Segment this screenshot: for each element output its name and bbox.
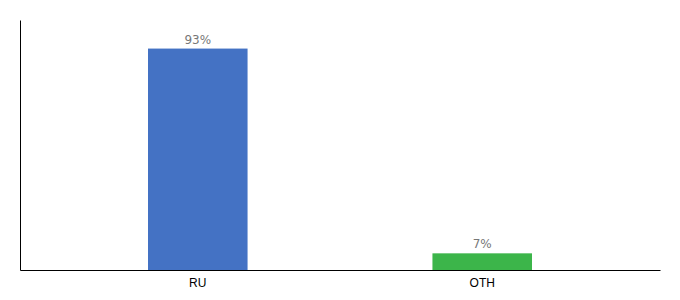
data-label: 7% (473, 237, 492, 251)
x-tick-label: RU (189, 276, 206, 290)
bars (148, 49, 532, 270)
chart: RU OTH 93% 7% (0, 0, 680, 300)
x-axis: RU OTH (21, 271, 661, 290)
x-tick-label: OTH (470, 276, 495, 290)
y-axis-line (20, 21, 21, 271)
bar (148, 49, 248, 270)
bar (432, 253, 532, 270)
data-labels: 93% 7% (184, 33, 491, 252)
data-label: 93% (184, 33, 211, 47)
plot: RU OTH 93% 7% (21, 21, 661, 290)
x-tick: OTH (470, 276, 495, 290)
x-axis-line (21, 270, 661, 271)
y-axis (20, 21, 21, 271)
x-tick: RU (189, 276, 206, 290)
